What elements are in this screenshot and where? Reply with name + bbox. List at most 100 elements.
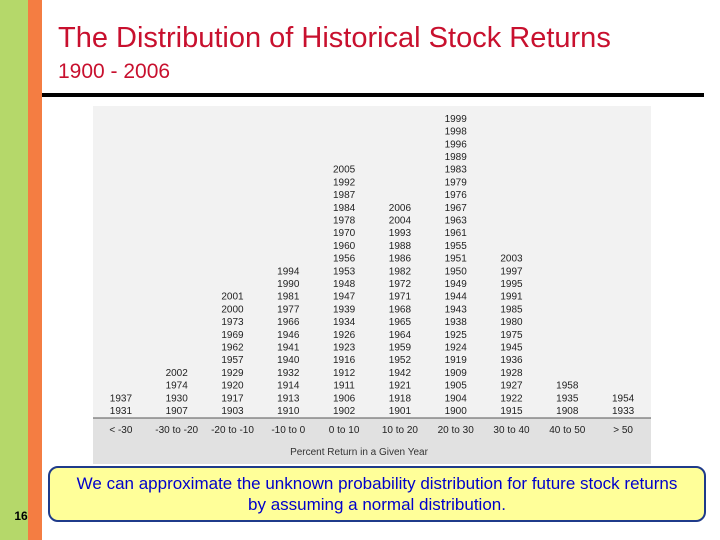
year-label: 1988 bbox=[389, 241, 412, 252]
year-label: 1987 bbox=[333, 190, 356, 201]
year-label: 1926 bbox=[333, 330, 356, 341]
year-label: 1922 bbox=[500, 393, 523, 404]
year-label: 2006 bbox=[389, 203, 412, 214]
year-label: 1933 bbox=[612, 406, 635, 417]
year-label: 1919 bbox=[445, 355, 468, 366]
year-label: 1942 bbox=[389, 368, 412, 379]
year-label: 1985 bbox=[500, 304, 523, 315]
accent-bar-orange bbox=[28, 0, 42, 540]
year-label: 1959 bbox=[389, 343, 412, 354]
year-label: 1964 bbox=[389, 330, 412, 341]
year-label: 1981 bbox=[277, 292, 300, 303]
year-label: 1946 bbox=[277, 330, 300, 341]
year-label: 1952 bbox=[389, 355, 412, 366]
year-label: 1949 bbox=[445, 279, 468, 290]
year-label: 2003 bbox=[500, 254, 523, 265]
year-label: 1925 bbox=[445, 330, 468, 341]
year-label: 1953 bbox=[333, 266, 356, 277]
tick-label: > 50 bbox=[613, 425, 633, 436]
year-label: 1969 bbox=[221, 330, 244, 341]
slide-title: The Distribution of Historical Stock Ret… bbox=[58, 22, 611, 54]
year-label: 1912 bbox=[333, 368, 356, 379]
year-label: 1991 bbox=[500, 292, 523, 303]
year-label: 1973 bbox=[221, 317, 244, 328]
year-label: 1950 bbox=[445, 266, 468, 277]
year-label: 1967 bbox=[445, 203, 468, 214]
year-label: 1957 bbox=[221, 355, 244, 366]
year-label: 1909 bbox=[445, 368, 468, 379]
year-label: 1975 bbox=[500, 330, 523, 341]
year-label: 1997 bbox=[500, 266, 523, 277]
year-label: 1923 bbox=[333, 343, 356, 354]
year-label: 1947 bbox=[333, 292, 356, 303]
year-label: 1970 bbox=[333, 228, 356, 239]
tick-label: -10 to 0 bbox=[271, 425, 305, 436]
year-label: 1917 bbox=[221, 393, 244, 404]
year-label: 1921 bbox=[389, 381, 412, 392]
year-label: 2005 bbox=[333, 165, 356, 176]
year-label: 1984 bbox=[333, 203, 356, 214]
year-label: 1992 bbox=[333, 177, 356, 188]
year-label: 1960 bbox=[333, 241, 356, 252]
year-label: 1918 bbox=[389, 393, 412, 404]
year-label: 1915 bbox=[500, 406, 523, 417]
tick-label: < -30 bbox=[109, 425, 133, 436]
year-label: 1939 bbox=[333, 304, 356, 315]
year-label: 1930 bbox=[166, 393, 189, 404]
year-label: 1963 bbox=[445, 216, 468, 227]
year-label: 2000 bbox=[221, 304, 244, 315]
tick-label: 30 to 40 bbox=[493, 425, 530, 436]
year-label: 1903 bbox=[221, 406, 244, 417]
x-axis-label: Percent Return in a Given Year bbox=[290, 447, 429, 458]
year-label: 1972 bbox=[389, 279, 412, 290]
year-label: 1974 bbox=[166, 381, 189, 392]
year-label: 1966 bbox=[277, 317, 300, 328]
year-label: 1954 bbox=[612, 393, 635, 404]
tick-label: 40 to 50 bbox=[549, 425, 586, 436]
year-label: 1906 bbox=[333, 393, 356, 404]
year-label: 1934 bbox=[333, 317, 356, 328]
year-label: 2001 bbox=[221, 292, 244, 303]
year-label: 1962 bbox=[221, 343, 244, 354]
year-label: 1971 bbox=[389, 292, 412, 303]
title-divider bbox=[42, 93, 704, 97]
year-label: 1944 bbox=[445, 292, 468, 303]
accent-bar-green bbox=[0, 0, 28, 540]
year-label: 1999 bbox=[445, 114, 468, 125]
year-label: 1935 bbox=[556, 393, 579, 404]
year-label: 1955 bbox=[445, 241, 468, 252]
year-label: 1977 bbox=[277, 304, 300, 315]
histogram-chart: 1937 1931 2002 1974 1930 1907 2001 2000 1973 1969… bbox=[93, 106, 651, 464]
year-label: 1916 bbox=[333, 355, 356, 366]
year-label: 2004 bbox=[389, 216, 412, 227]
tick-label: -20 to -10 bbox=[211, 425, 254, 436]
year-label: 2002 bbox=[166, 368, 189, 379]
year-label: 1920 bbox=[221, 381, 244, 392]
year-label: 1911 bbox=[333, 381, 355, 392]
tick-label: 10 to 20 bbox=[382, 425, 419, 436]
year-label: 1983 bbox=[445, 165, 468, 176]
year-label: 1994 bbox=[277, 266, 300, 277]
year-label: 1990 bbox=[277, 279, 300, 290]
year-label: 1931 bbox=[110, 406, 133, 417]
axis-band bbox=[93, 418, 651, 464]
year-label: 1936 bbox=[500, 355, 523, 366]
year-label: 1989 bbox=[445, 152, 468, 163]
chart-background bbox=[93, 106, 651, 464]
year-label: 1943 bbox=[445, 304, 468, 315]
year-label: 1901 bbox=[389, 406, 412, 417]
year-label: 1940 bbox=[277, 355, 300, 366]
year-label: 1900 bbox=[445, 406, 468, 417]
year-label: 1913 bbox=[277, 393, 300, 404]
year-label: 1958 bbox=[556, 381, 579, 392]
year-label: 1927 bbox=[500, 381, 523, 392]
caption-box: We can approximate the unknown probabili… bbox=[48, 466, 706, 522]
year-label: 1982 bbox=[389, 266, 412, 277]
year-label: 1965 bbox=[389, 317, 412, 328]
year-label: 1941 bbox=[277, 343, 300, 354]
year-label: 1929 bbox=[221, 368, 244, 379]
caption-text: We can approximate the unknown probabili… bbox=[76, 474, 678, 514]
year-label: 1932 bbox=[277, 368, 300, 379]
